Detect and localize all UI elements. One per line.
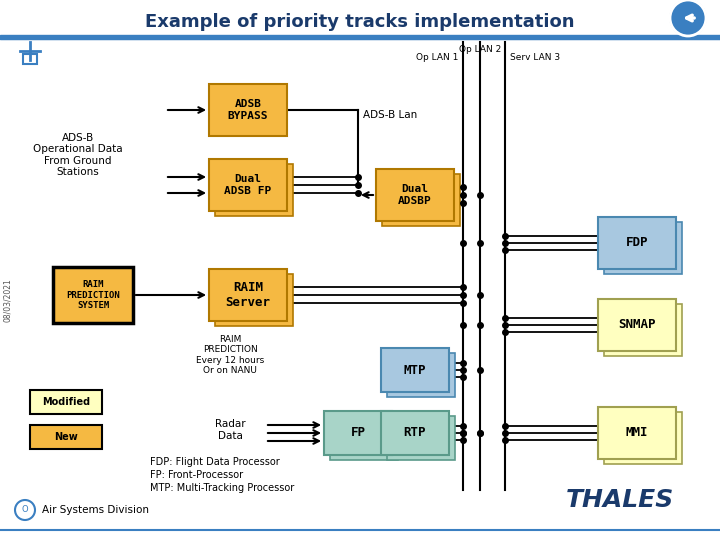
Bar bbox=[23, 54, 37, 64]
Text: ADS-B Lan: ADS-B Lan bbox=[363, 110, 418, 120]
Bar bbox=[209, 269, 287, 321]
Text: ADSB
BYPASS: ADSB BYPASS bbox=[228, 99, 269, 121]
Text: FP: Front-Processor: FP: Front-Processor bbox=[150, 470, 243, 480]
Text: MTP: MTP bbox=[404, 363, 426, 376]
Bar bbox=[387, 353, 455, 397]
Text: New: New bbox=[54, 432, 78, 442]
Bar bbox=[598, 407, 676, 459]
Bar bbox=[30, 390, 102, 414]
Text: Example of priority tracks implementation: Example of priority tracks implementatio… bbox=[145, 13, 575, 31]
Text: Dual
ADSBP: Dual ADSBP bbox=[398, 184, 432, 206]
Text: ADS-B
Operational Data
From Ground
Stations: ADS-B Operational Data From Ground Stati… bbox=[33, 133, 123, 178]
Text: RAIM
PREDICTION
Every 12 hours
Or on NANU: RAIM PREDICTION Every 12 hours Or on NAN… bbox=[196, 335, 264, 375]
Bar bbox=[382, 174, 460, 226]
Bar bbox=[598, 217, 676, 269]
Bar bbox=[215, 274, 293, 326]
Bar bbox=[330, 416, 398, 460]
Bar bbox=[381, 348, 449, 392]
Bar bbox=[604, 304, 682, 356]
Text: RAIM
Server: RAIM Server bbox=[225, 281, 271, 309]
Text: O: O bbox=[22, 505, 28, 515]
Text: Serv LAN 3: Serv LAN 3 bbox=[510, 53, 560, 63]
Bar bbox=[387, 416, 455, 460]
Bar bbox=[53, 267, 133, 323]
Bar bbox=[324, 411, 392, 455]
Bar bbox=[209, 84, 287, 136]
Text: RTP: RTP bbox=[404, 427, 426, 440]
Text: MTP: Multi-Tracking Processor: MTP: Multi-Tracking Processor bbox=[150, 483, 294, 493]
Text: RAIM
PREDICTION
SYSTEM: RAIM PREDICTION SYSTEM bbox=[66, 280, 120, 310]
Text: Dual
ADSB FP: Dual ADSB FP bbox=[225, 174, 271, 196]
Bar bbox=[604, 412, 682, 464]
Text: FDP: Flight Data Processor: FDP: Flight Data Processor bbox=[150, 457, 280, 467]
Text: 08/03/2021: 08/03/2021 bbox=[4, 278, 12, 322]
Bar bbox=[598, 299, 676, 351]
Bar bbox=[0, 35, 720, 39]
Text: FP: FP bbox=[351, 427, 366, 440]
Text: SNMAP: SNMAP bbox=[618, 319, 656, 332]
Bar bbox=[376, 169, 454, 221]
Bar bbox=[215, 164, 293, 216]
Text: Radar
Data: Radar Data bbox=[215, 419, 246, 441]
Text: THALES: THALES bbox=[566, 488, 674, 512]
Bar bbox=[209, 159, 287, 211]
Text: MMI: MMI bbox=[626, 427, 648, 440]
Bar bbox=[381, 411, 449, 455]
Bar bbox=[604, 222, 682, 274]
Bar bbox=[30, 425, 102, 449]
Circle shape bbox=[670, 0, 706, 36]
Text: Air Systems Division: Air Systems Division bbox=[42, 505, 149, 515]
Text: Modified: Modified bbox=[42, 397, 90, 407]
Text: Op LAN 2: Op LAN 2 bbox=[459, 45, 501, 55]
Text: Op LAN 1: Op LAN 1 bbox=[415, 53, 458, 63]
Text: FDP: FDP bbox=[626, 237, 648, 249]
